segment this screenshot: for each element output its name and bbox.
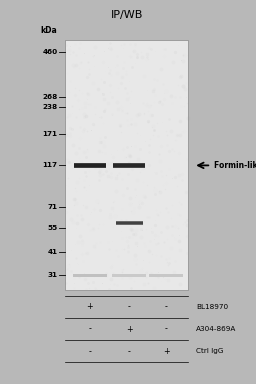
Bar [73,274,107,277]
Bar [113,164,145,167]
Text: 55: 55 [47,225,58,231]
Text: 460: 460 [42,49,58,55]
Text: Ctrl IgG: Ctrl IgG [196,348,223,354]
Bar [113,163,145,168]
Text: BL18970: BL18970 [196,304,228,310]
Text: +: + [87,302,93,311]
Text: A304-869A: A304-869A [196,326,236,332]
Text: -: - [165,302,167,311]
Bar [74,164,106,167]
Bar [112,274,146,277]
Bar [74,163,106,168]
Text: kDa: kDa [41,26,58,35]
Text: 238: 238 [42,104,58,109]
Text: -: - [88,347,91,356]
Text: 41: 41 [48,249,58,255]
Text: +: + [126,324,133,334]
Text: -: - [165,324,167,334]
Text: +: + [163,347,169,356]
Text: -: - [128,347,131,356]
Text: 31: 31 [48,272,58,278]
Text: Formin-like 1: Formin-like 1 [214,161,256,170]
Text: 171: 171 [42,131,58,137]
Bar [116,222,143,225]
Text: 117: 117 [42,162,58,169]
Bar [149,274,183,277]
Text: -: - [128,302,131,311]
Text: -: - [88,324,91,334]
Bar [116,222,143,225]
Text: IP/WB: IP/WB [111,10,143,20]
Bar [65,40,188,290]
Text: 71: 71 [48,204,58,210]
Text: 268: 268 [42,94,58,100]
